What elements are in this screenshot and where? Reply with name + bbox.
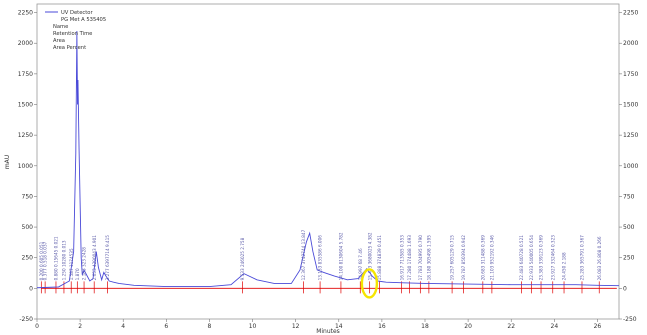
x-tick-label: 0 — [35, 323, 39, 330]
peak-label: 17.280 174488 1.693 — [407, 235, 412, 281]
x-tick-label: 12 — [292, 323, 300, 330]
peak-label: 9.533 246025 2.758 — [240, 237, 245, 280]
peak-label: 20.683 311488 0.369 — [480, 235, 485, 281]
peak-label: 25.283 365791 0.367 — [580, 235, 585, 281]
peak-label: 13.133 835586 6.006 — [318, 235, 323, 281]
x-tick-label: 26 — [594, 323, 602, 330]
peak-label: 23.927 332464 0.323 — [550, 235, 555, 281]
x-tick-label: 10 — [249, 323, 257, 330]
peak-label: 16.917 713585 0.353 — [399, 235, 404, 281]
y-tick-label-right: 2000 — [623, 40, 638, 47]
y-tick-label-left: 2250 — [18, 10, 33, 17]
highlight-ellipse — [360, 268, 379, 299]
y-tick-label-right: 1000 — [623, 163, 638, 170]
plot-frame — [36, 3, 620, 320]
trace-layer — [36, 30, 620, 289]
peak-label: 12.367 3742744 13.847 — [301, 229, 306, 280]
y-tick-label-left: 250 — [22, 255, 34, 262]
peak-label: 23.383 339123 0.369 — [539, 235, 544, 281]
peak-label: 2.653 4290043 4.901 — [92, 235, 97, 281]
y-tick-label-right: -250 — [623, 316, 637, 323]
legend-field-area: Area — [53, 38, 65, 44]
legend-field-retention: Retention Time — [53, 31, 92, 37]
y-tick-label-left: 2000 — [18, 40, 33, 47]
peak-label: 22.483 640728 0.521 — [519, 235, 524, 281]
y-tick-label-right: 1750 — [623, 71, 638, 78]
peak-label: 19.787 850394 0.942 — [461, 235, 466, 281]
y-tick-label-right: 1500 — [623, 102, 638, 109]
peak-label: 26.083 26.808 0.266 — [597, 236, 602, 280]
y-tick-label-left: -250 — [19, 316, 33, 323]
x-tick-label: 6 — [164, 323, 168, 330]
legend-series-name: UV Detector — [61, 10, 93, 16]
peak-label: 1.870 — [75, 268, 80, 280]
y-tick-label-right: 250 — [623, 255, 635, 262]
y-tick-label-left: 500 — [22, 224, 34, 231]
peak-label: 0.377 0.518 0.037 — [43, 241, 48, 280]
x-tick-label: 18 — [421, 323, 429, 330]
x-tick-label: 14 — [335, 323, 343, 330]
y-tick-label-left: 1500 — [18, 102, 33, 109]
trace-line — [36, 30, 620, 289]
y-tick-label-right: 0 — [623, 285, 627, 292]
y-tick-label-left: 1000 — [18, 163, 33, 170]
peak-label: 22.933 540005 0.654 — [529, 235, 534, 281]
peak-label: 3.277 6397714 9.415 — [105, 235, 110, 281]
peak-label: 19.257 605129 0.715 — [450, 235, 455, 281]
peak-label: 14.100 8130604 5.782 — [339, 232, 344, 280]
x-tick-label: 8 — [208, 323, 212, 330]
x-tick-label: 22 — [507, 323, 515, 330]
x-tick-label: 2 — [78, 323, 82, 330]
peak-label: 0.200 0.605 0.051 — [39, 241, 44, 280]
peak-label: 0.880 0.15645 0.021 — [54, 236, 59, 280]
peak-label: 1.587 1174535 — [69, 248, 74, 280]
y-tick-label-left: 0 — [29, 285, 33, 292]
peak-label: 15.433 3680025 4.382 — [367, 232, 372, 280]
x-tick-label: 4 — [121, 323, 125, 330]
y-tick-label-left: 1750 — [18, 71, 33, 78]
peak-label: 2.183 323 2428 — [82, 247, 87, 281]
y-tick-label-right: 2250 — [623, 10, 638, 17]
y-tick-label-left: 1250 — [18, 132, 33, 139]
y-tick-label-right: 1250 — [623, 132, 638, 139]
peak-label: 14.997 68 7.46 — [358, 248, 363, 280]
y-tick-label-left: 750 — [22, 193, 34, 200]
peak-label: 1.250 10280 0.013 — [62, 240, 67, 280]
peak-label: 21.103 952192 0.346 — [489, 235, 494, 281]
x-tick-label: 20 — [464, 323, 472, 330]
peak-label: 18.180 305498 1.595 — [426, 235, 431, 281]
peak-label: 17.783 704995 0.790 — [418, 235, 423, 281]
legend: UV Detector PG Met A 535405 Name Retenti… — [45, 10, 106, 51]
legend-field-name: Name — [53, 24, 68, 30]
x-tick-label: 24 — [551, 323, 559, 330]
legend-field-area-percent: Area Percent — [53, 45, 86, 51]
y-axis-title: mAU — [4, 155, 11, 169]
legend-sample-name: PG Met A 535405 — [61, 17, 106, 23]
peak-label: 15.888 374839 0.451 — [377, 235, 382, 281]
x-axis-title: Minutes — [316, 328, 340, 335]
y-tick-label-right: 500 — [623, 224, 635, 231]
highlight-layer — [360, 268, 379, 299]
peak-label: 24.450 2.188 — [562, 252, 567, 280]
x-tick-label: 16 — [378, 323, 386, 330]
y-tick-label-right: 750 — [623, 193, 635, 200]
